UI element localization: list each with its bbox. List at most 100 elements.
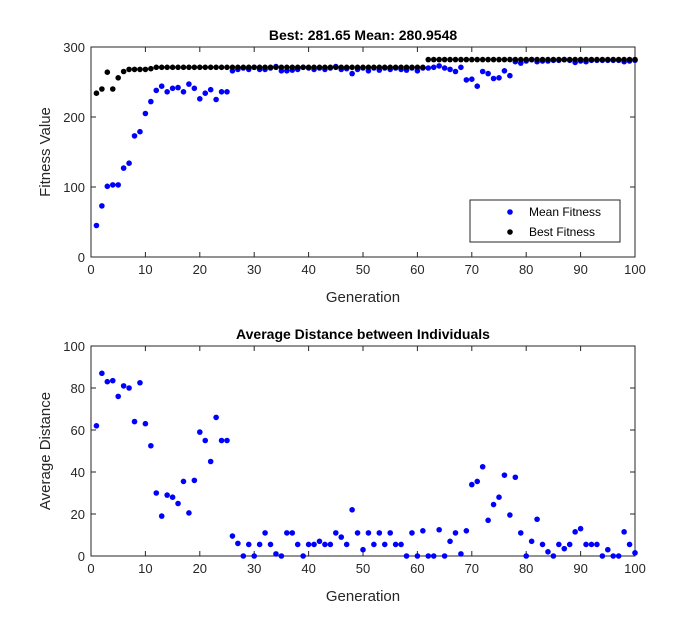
distance-point [267, 541, 274, 548]
best-fitness-point [224, 64, 230, 71]
best-fitness-point [343, 64, 350, 71]
x-tick-label: 30 [247, 561, 261, 576]
distance-point [403, 553, 410, 559]
best-fitness-point [463, 56, 470, 63]
legend-marker-mean-fitness [507, 209, 513, 215]
distance-point [278, 553, 285, 559]
distance-point [615, 553, 622, 559]
legend-marker-best-fitness [507, 229, 513, 235]
distance-point [550, 553, 557, 559]
best-fitness-point [218, 64, 225, 71]
distance-point [365, 530, 372, 536]
distance-point [381, 541, 388, 548]
mean-fitness-point [99, 203, 105, 209]
mean-fitness-point [202, 90, 209, 96]
best-fitness-point [610, 56, 617, 63]
y-tick-label: 40 [71, 465, 85, 480]
mean-fitness-point [142, 110, 149, 117]
distance-point [229, 533, 236, 539]
best-fitness-point [474, 56, 481, 63]
distance-point [626, 541, 633, 548]
mean-fitness-point [224, 89, 230, 95]
distance-point [474, 478, 481, 485]
best-fitness-point [164, 64, 170, 71]
best-fitness-point [376, 64, 383, 71]
distance-point [164, 492, 170, 498]
distance-point [115, 393, 121, 400]
fitness-axis-ticks: 0 10 20 30 40 50 60 70 80 90 100 0 100 200 300 [63, 40, 646, 277]
distance-point [420, 528, 426, 534]
distance-point [316, 538, 323, 545]
fitness-chart: Best: 281.65 Mean: 280.9548 0 10 20 30 40 50 6… [37, 27, 646, 306]
best-fitness-point [148, 65, 154, 72]
distance-point [572, 529, 578, 535]
distance-point [99, 370, 105, 377]
distance-point [240, 553, 247, 559]
fitness-x-axis-label: Generation [326, 289, 400, 306]
best-fitness-point [93, 90, 100, 96]
best-fitness-point [545, 56, 551, 63]
best-fitness-point [452, 56, 459, 63]
x-tick-label: 50 [356, 561, 370, 576]
mean-fitness-point [93, 222, 100, 229]
best-fitness-point [566, 56, 573, 63]
distance-point [561, 545, 568, 552]
distance-point [577, 525, 584, 532]
best-fitness-point [523, 56, 529, 63]
best-fitness-point [414, 64, 421, 71]
best-fitness-point [594, 56, 600, 63]
distance-point [441, 553, 448, 559]
distance-point [251, 553, 257, 559]
distance-plot-area [90, 345, 636, 557]
mean-fitness-point [131, 133, 138, 139]
distance-y-axis-label: Average Distance [37, 392, 54, 510]
distance-point [425, 553, 432, 559]
best-fitness-point [262, 64, 268, 71]
x-tick-label: 0 [87, 561, 94, 576]
distance-point [458, 551, 464, 557]
best-fitness-point [430, 56, 437, 63]
best-fitness-point [104, 69, 111, 75]
best-fitness-point [572, 56, 578, 63]
best-fitness-point [615, 56, 622, 63]
distance-point [148, 442, 154, 449]
best-fitness-point [512, 56, 519, 63]
distance-point [224, 437, 230, 444]
distance-point [360, 546, 366, 553]
best-fitness-point [371, 64, 377, 71]
y-tick-label: 100 [63, 180, 85, 195]
best-fitness-point [583, 56, 589, 63]
distance-chart-title: Average Distance between Individuals [236, 326, 490, 342]
distance-point [338, 534, 345, 540]
distance-point [262, 530, 268, 536]
distance-point [354, 530, 361, 536]
y-tick-label: 0 [78, 250, 85, 265]
best-fitness-point [131, 66, 138, 73]
distance-point [599, 553, 606, 559]
distance-point [305, 541, 312, 548]
distance-point [284, 530, 290, 536]
best-fitness-point [327, 64, 334, 71]
mean-fitness-point [490, 75, 497, 82]
distance-point [392, 541, 399, 548]
distance-point [452, 530, 459, 536]
best-fitness-point [556, 56, 562, 63]
distance-point [414, 553, 421, 559]
mean-fitness-point [191, 85, 198, 92]
mean-fitness-point [218, 89, 225, 95]
y-tick-label: 200 [63, 110, 85, 125]
mean-fitness-point [137, 128, 143, 135]
distance-point [186, 510, 192, 516]
x-tick-label: 90 [573, 561, 587, 576]
best-fitness-point [381, 64, 388, 71]
distance-point [409, 530, 415, 536]
distance-point [469, 481, 475, 488]
mean-fitness-point [186, 81, 192, 87]
best-fitness-point [273, 64, 279, 71]
y-tick-label: 80 [71, 381, 85, 396]
best-fitness-point [392, 64, 399, 71]
legend-box [469, 199, 621, 243]
mean-fitness-point [153, 87, 160, 94]
distance-point [512, 474, 519, 481]
distance-point [109, 377, 116, 384]
